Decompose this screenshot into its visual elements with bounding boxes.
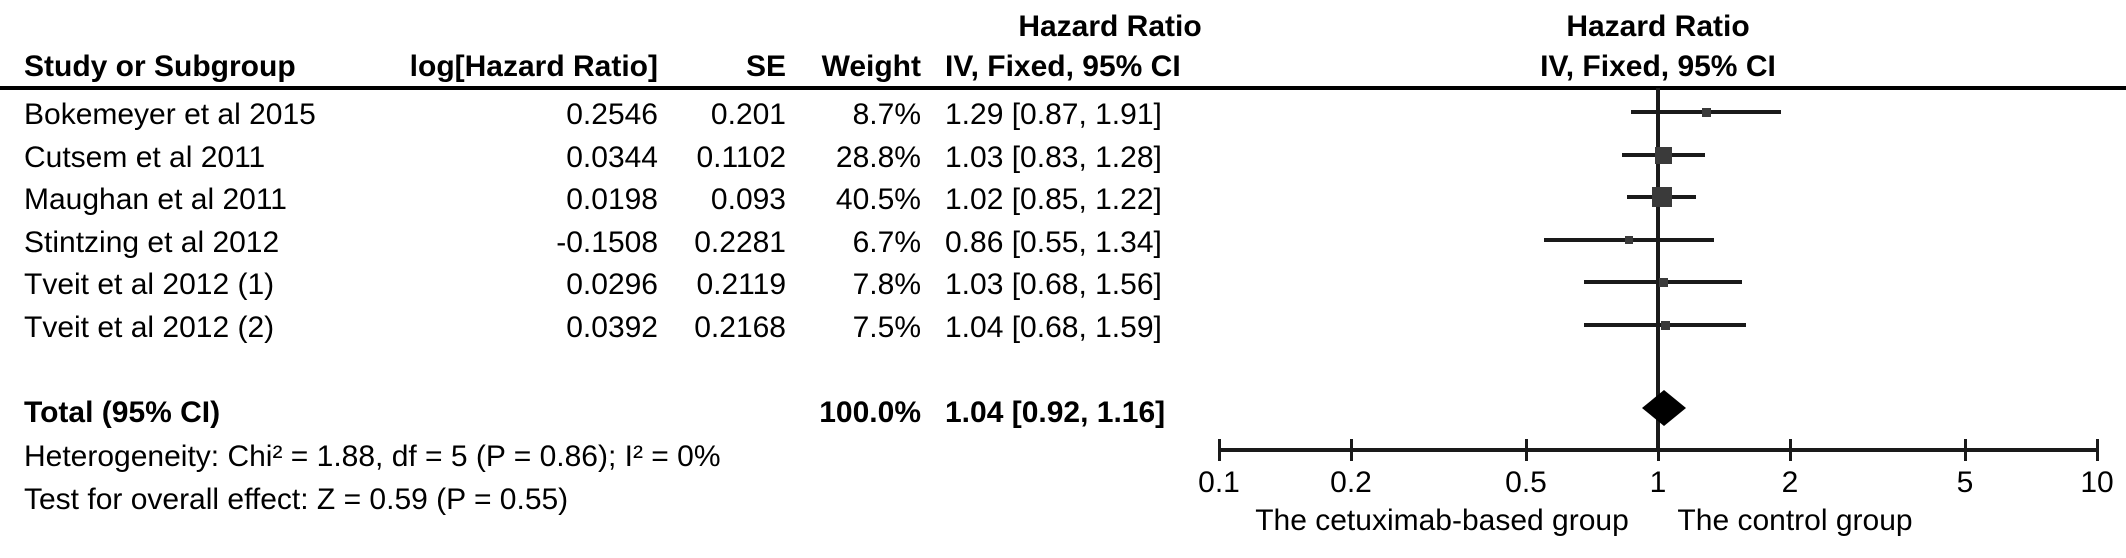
study-name-cell: Maughan et al 2011 (24, 183, 287, 216)
weight-cell: 7.5% (852, 311, 921, 344)
ci-cell: 1.02 [0.85, 1.22] (945, 183, 1162, 216)
se-cell: 0.2119 (696, 268, 786, 301)
axis-tick-label: 1 (1649, 466, 1667, 499)
axis-tick-label: 0.1 (1198, 466, 1240, 499)
study-name-cell: Stintzing et al 2012 (24, 226, 280, 259)
table-row: Maughan et al 2011 0.0198 0.093 40.5% 1.02 [… (0, 179, 1280, 221)
ci-cell: 1.29 [0.87, 1.91] (945, 98, 1162, 131)
weight-cell: 28.8% (835, 141, 921, 174)
se-cell: 0.2168 (694, 311, 786, 344)
axis-tick (1525, 439, 1528, 461)
study-name-cell: Tveit et al 2012 (2) (24, 311, 275, 344)
column-header-study: Study or Subgroup (24, 50, 296, 83)
weight-cell: 7.8% (852, 268, 921, 301)
total-diamond (1642, 390, 1686, 426)
log-hr-cell: 0.0392 (566, 311, 658, 344)
log-hr-cell: 0.2546 (566, 98, 658, 131)
weight-cell: 40.5% (835, 183, 921, 216)
study-name-cell: Cutsem et al 2011 (24, 141, 266, 174)
column-header-ci: IV, Fixed, 95% CI (945, 50, 1181, 83)
table-row: Stintzing et al 2012 -0.1508 0.2281 6.7% 0.8… (0, 222, 1280, 264)
se-cell: 0.201 (710, 98, 786, 131)
ci-cell: 1.03 [0.83, 1.28] (945, 141, 1162, 174)
se-cell: 0.093 (710, 183, 786, 216)
axis-tick (1218, 439, 1221, 461)
axis-tick-label: 5 (1956, 466, 1974, 499)
total-row: Total (95% CI) 100.0% 1.04 [0.92, 1.16] (0, 392, 1280, 434)
axis-tick-label: 10 (2080, 466, 2114, 499)
se-cell: 0.2281 (694, 226, 786, 259)
study-weight-square (1659, 278, 1668, 287)
axis-tick-label: 0.5 (1505, 466, 1547, 499)
total-label: Total (95% CI) (24, 396, 221, 429)
ci-cell: 1.03 [0.68, 1.56] (945, 268, 1162, 301)
header-rule (0, 86, 2126, 90)
axis-tick (1789, 439, 1792, 461)
ci-cell: 1.04 [0.68, 1.59] (945, 311, 1162, 344)
favours-left-label: The cetuximab-based group (1255, 504, 1629, 537)
column-header-weight: Weight (821, 50, 921, 83)
null-effect-line (1656, 88, 1660, 448)
study-weight-square (1661, 321, 1670, 330)
overall-effect-test: Test for overall effect: Z = 0.59 (P = 0… (24, 483, 569, 516)
log-hr-cell: 0.0344 (566, 141, 658, 174)
table-row: Tveit et al 2012 (1) 0.0296 0.2119 7.8% 1.03… (0, 264, 1280, 306)
table-row: Bokemeyer et al 2015 0.2546 0.201 8.7% 1.29 … (0, 94, 1280, 136)
study-weight-square (1655, 147, 1672, 164)
weight-cell: 8.7% (852, 98, 921, 131)
favours-right-label: The control group (1677, 504, 1913, 537)
axis-tick (1964, 439, 1967, 461)
study-name-cell: Tveit et al 2012 (1) (24, 268, 275, 301)
plot-method-header: IV, Fixed, 95% CI (1540, 50, 1776, 83)
study-weight-square (1702, 108, 1711, 117)
table-ci-group-header: Hazard Ratio (1018, 10, 1202, 43)
total-weight: 100.0% (819, 396, 921, 429)
total-ci: 1.04 [0.92, 1.16] (945, 396, 1166, 429)
study-weight-square (1625, 236, 1633, 244)
log-hr-cell: 0.0198 (566, 183, 658, 216)
log-hr-cell: -0.1508 (556, 226, 658, 259)
heterogeneity-stats: Heterogeneity: Chi² = 1.88, df = 5 (P = … (24, 440, 721, 473)
column-header-se: SE (745, 50, 786, 83)
ci-cell: 0.86 [0.55, 1.34] (945, 226, 1162, 259)
log-hr-cell: 0.0296 (566, 268, 658, 301)
plot-group-header: Hazard Ratio (1566, 10, 1750, 43)
column-header-log-hr: log[Hazard Ratio] (409, 50, 658, 83)
axis-tick (1657, 439, 1660, 461)
weight-cell: 6.7% (852, 226, 921, 259)
axis-tick (1350, 439, 1353, 461)
axis-tick-label: 2 (1781, 466, 1799, 499)
table-row: Tveit et al 2012 (2) 0.0392 0.2168 7.5% 1.04… (0, 307, 1280, 349)
study-name-cell: Bokemeyer et al 2015 (24, 98, 316, 131)
axis-tick-label: 0.2 (1330, 466, 1372, 499)
table-row: Cutsem et al 2011 0.0344 0.1102 28.8% 1.03 [… (0, 137, 1280, 179)
axis-tick (2096, 439, 2099, 461)
se-cell: 0.1102 (696, 141, 786, 174)
study-weight-square (1652, 187, 1672, 207)
